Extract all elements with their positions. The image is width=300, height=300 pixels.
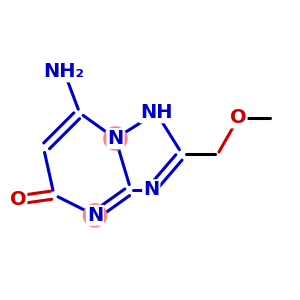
Text: N: N (143, 180, 159, 199)
Text: O: O (230, 109, 247, 128)
Text: NH₂: NH₂ (44, 62, 85, 81)
Circle shape (104, 127, 127, 150)
Text: N: N (87, 206, 103, 225)
Circle shape (83, 204, 106, 227)
Text: N: N (107, 129, 124, 148)
Text: NH: NH (140, 103, 173, 122)
Text: O: O (10, 190, 26, 209)
